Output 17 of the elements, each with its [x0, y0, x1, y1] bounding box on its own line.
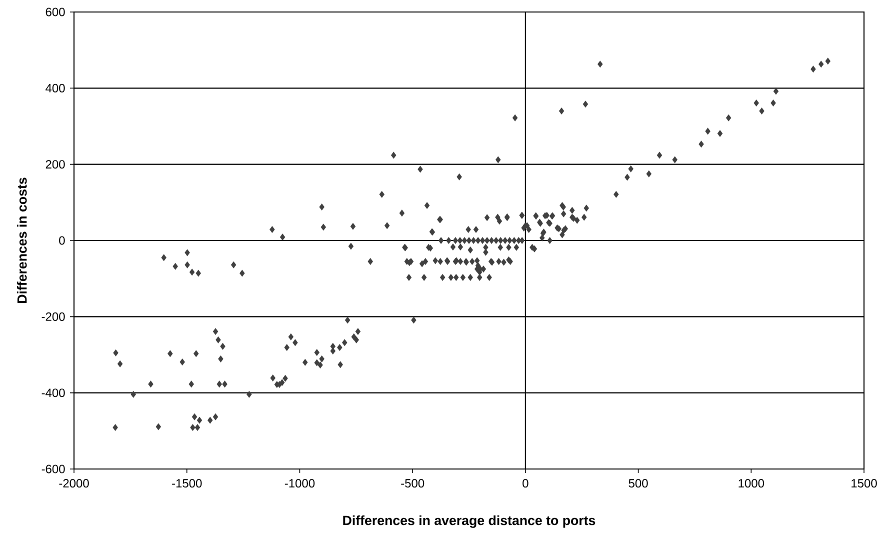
y-tick-label: 0	[59, 236, 65, 245]
x-tick-label: -1000	[284, 479, 315, 488]
y-tick-label: 400	[46, 84, 65, 92]
y-tick-label: -400	[42, 388, 65, 398]
x-axis-title: Differences in average distance to ports	[343, 515, 596, 528]
x-tick-label: 0	[522, 479, 528, 488]
y-tick-label: 600	[46, 8, 65, 16]
x-tick-label: 500	[628, 479, 648, 488]
x-tick-label: -2000	[59, 479, 89, 488]
y-tick-label: -200	[42, 312, 65, 321]
x-tick-label: 1000	[738, 479, 764, 488]
y-tick-label: 200	[46, 160, 65, 169]
x-tick-label: 1500	[852, 479, 877, 488]
x-tick-label: -1500	[172, 479, 202, 488]
x-tick-label: -500	[401, 479, 424, 488]
y-axis-title: Differences in costs	[16, 178, 27, 303]
y-tick-label: -600	[42, 464, 65, 474]
